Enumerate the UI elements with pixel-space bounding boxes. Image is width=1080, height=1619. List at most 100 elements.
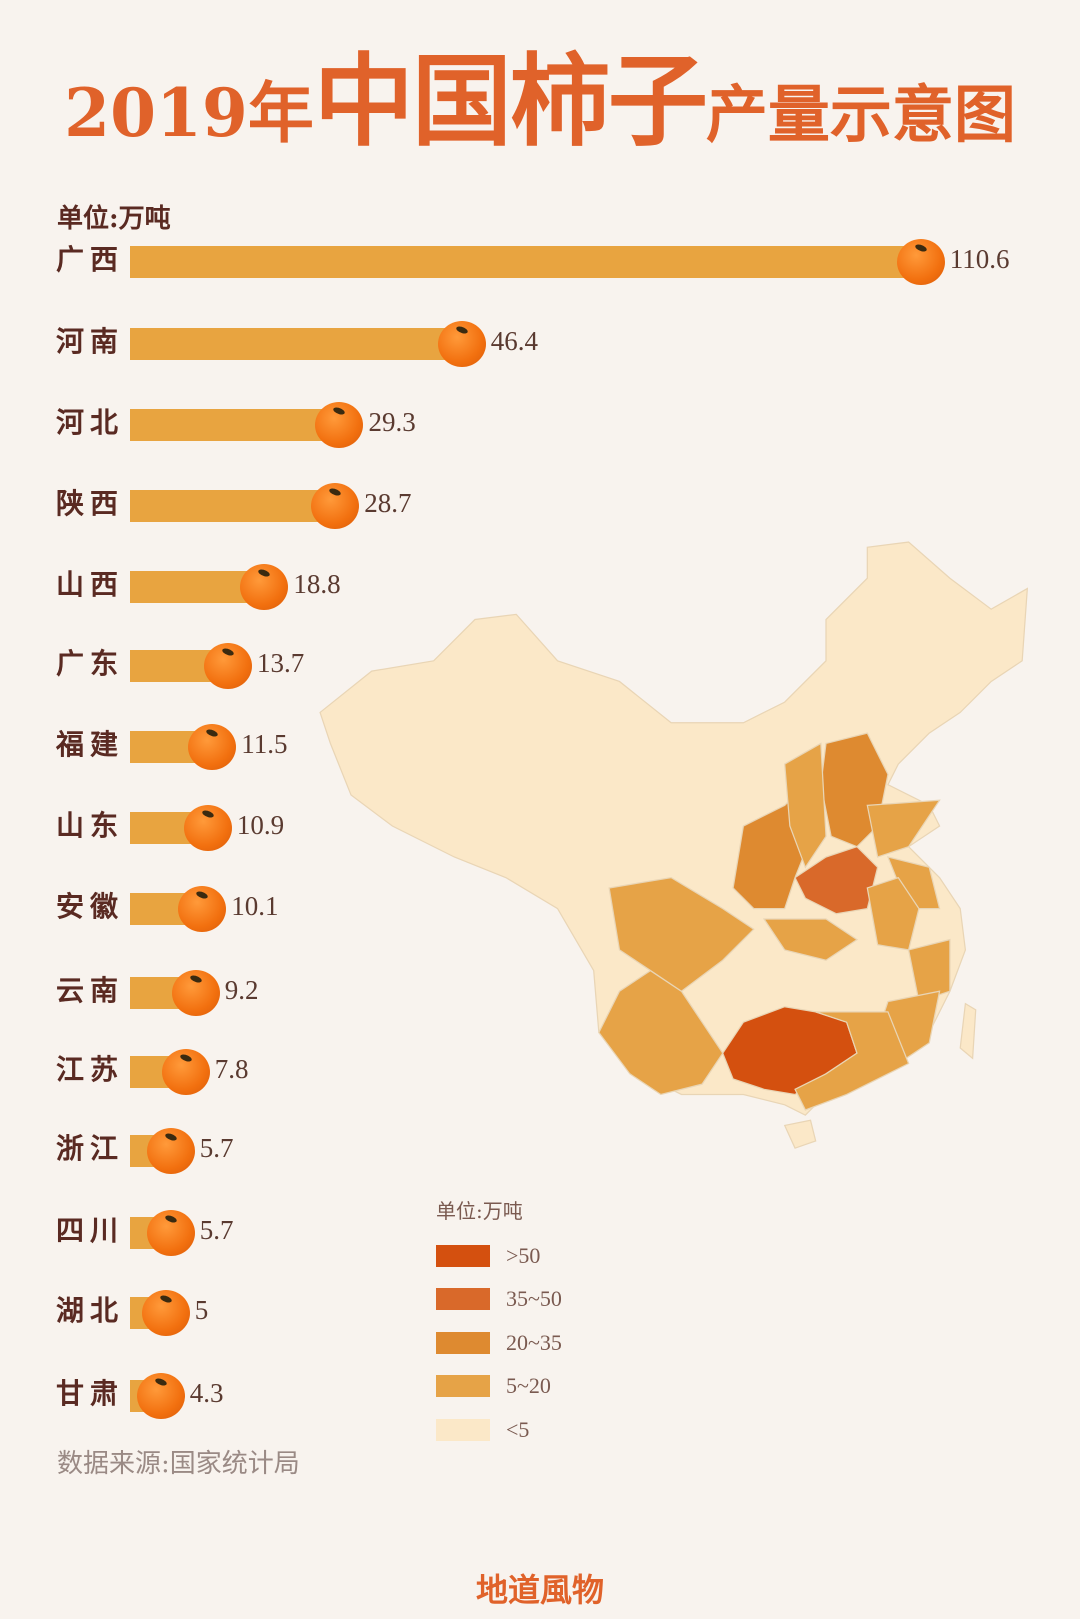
value-label: 28.7 (364, 488, 412, 518)
value-label: 4.3 (189, 1378, 224, 1408)
legend-swatch (436, 1331, 490, 1354)
value-label: 13.7 (256, 648, 305, 678)
value-label: 10.1 (231, 891, 279, 921)
legend-swatch (436, 1418, 490, 1441)
value-label: 46.4 (490, 326, 538, 356)
bar-row: 浙江 5.7 (0, 1128, 1080, 1174)
legend-label: 35~50 (506, 1286, 562, 1312)
title-main: 中国柿子 (313, 42, 708, 160)
persimmon-icon (171, 970, 220, 1016)
category-label: 广西 (56, 243, 125, 276)
category-label: 云南 (56, 974, 125, 1007)
legend-item: >50 (436, 1234, 562, 1278)
bar (130, 409, 340, 441)
legend-item: 20~35 (436, 1321, 562, 1365)
value-label: 110.6 (949, 244, 1010, 274)
map-yunnan (598, 969, 724, 1096)
bar (130, 246, 921, 278)
value-label: 5.7 (199, 1215, 234, 1245)
legend-swatch (436, 1288, 490, 1311)
persimmon-icon (896, 239, 945, 285)
category-label: 河北 (56, 406, 125, 439)
bar-row: 陕西 28.7 (0, 483, 1080, 529)
value-label: 29.3 (368, 407, 416, 437)
legend-swatch (436, 1375, 490, 1398)
legend-item: 5~20 (436, 1365, 562, 1409)
bar-row: 山西 18.8 (0, 564, 1080, 610)
map-taiwan (959, 1002, 977, 1060)
category-label: 甘肃 (56, 1377, 125, 1410)
persimmon-icon (161, 1049, 210, 1095)
value-label: 7.8 (214, 1054, 249, 1084)
map-anhui (866, 876, 920, 951)
title-year: 2019年 (64, 74, 314, 152)
legend-title: 单位:万吨 (436, 1199, 523, 1223)
persimmon-icon (240, 564, 289, 610)
persimmon-icon (141, 1290, 190, 1336)
persimmon-icon (183, 805, 232, 851)
persimmon-icon (178, 886, 227, 932)
persimmon-icon (146, 1210, 195, 1256)
unit-label: 单位:万吨 (57, 204, 171, 234)
legend-label: 5~20 (506, 1373, 551, 1399)
bar-row: 福建 11.5 (0, 724, 1080, 770)
map-hubei (762, 918, 859, 961)
value-label: 5 (194, 1295, 209, 1325)
legend-label: <5 (506, 1416, 530, 1442)
category-label: 江苏 (56, 1053, 125, 1086)
bar-row: 安徽 10.1 (0, 886, 1080, 932)
bar-row: 广东 13.7 (0, 643, 1080, 689)
value-label: 9.2 (224, 975, 259, 1005)
map-hainan (783, 1119, 817, 1149)
map-country (319, 541, 1029, 1116)
bar-row: 河南 46.4 (0, 321, 1080, 367)
brand-logo: 地道風物 (475, 1571, 604, 1609)
map-zhejiang (907, 938, 951, 1003)
bar-row: 江苏 7.8 (0, 1049, 1080, 1095)
persimmon-icon (146, 1128, 195, 1174)
persimmon-icon (437, 321, 486, 367)
bar (130, 328, 462, 360)
value-label: 18.8 (293, 569, 341, 599)
map-guangdong (794, 1011, 910, 1111)
persimmon-icon (188, 724, 237, 770)
value-label: 11.5 (241, 729, 288, 759)
bar-row: 云南 9.2 (0, 970, 1080, 1016)
legend-label: 20~35 (506, 1329, 562, 1355)
page-title: 2019年中国柿子产量示意图 (0, 20, 1080, 165)
category-label: 广东 (56, 647, 125, 680)
category-label: 四川 (56, 1214, 125, 1247)
map-sichuan (608, 876, 755, 992)
category-label: 陕西 (56, 487, 125, 520)
legend-label: >50 (506, 1242, 541, 1268)
legend-item: <5 (436, 1408, 562, 1452)
bar (130, 490, 336, 522)
category-label: 浙江 (56, 1132, 125, 1165)
persimmon-icon (136, 1373, 185, 1419)
bar-row: 四川 5.7 (0, 1210, 1080, 1256)
title-suffix: 产量示意图 (705, 78, 1016, 151)
category-label: 山东 (56, 809, 125, 842)
bar-row: 广西 110.6 (0, 239, 1080, 285)
category-label: 河南 (56, 325, 125, 358)
legend-swatch (436, 1244, 490, 1267)
legend-item: 35~50 (436, 1278, 562, 1322)
map-shandong (866, 799, 941, 858)
persimmon-icon (315, 402, 364, 448)
category-label: 福建 (56, 728, 125, 761)
bar-row: 山东 10.9 (0, 805, 1080, 851)
data-source: 数据来源:国家统计局 (57, 1449, 300, 1479)
category-label: 安徽 (56, 890, 125, 923)
category-label: 湖北 (56, 1294, 125, 1327)
map-shanxi (784, 742, 827, 869)
map-legend: 单位:万吨 >50 35~50 20~35 5~20 <5 (436, 1195, 562, 1452)
persimmon-icon (311, 483, 360, 529)
bar-row: 湖北 5 (0, 1290, 1080, 1336)
bar-row: 河北 29.3 (0, 402, 1080, 448)
value-label: 5.7 (199, 1133, 234, 1163)
persimmon-icon (203, 643, 252, 689)
bar-row: 甘肃 4.3 (0, 1373, 1080, 1419)
value-label: 10.9 (236, 810, 285, 840)
category-label: 山西 (56, 568, 125, 601)
